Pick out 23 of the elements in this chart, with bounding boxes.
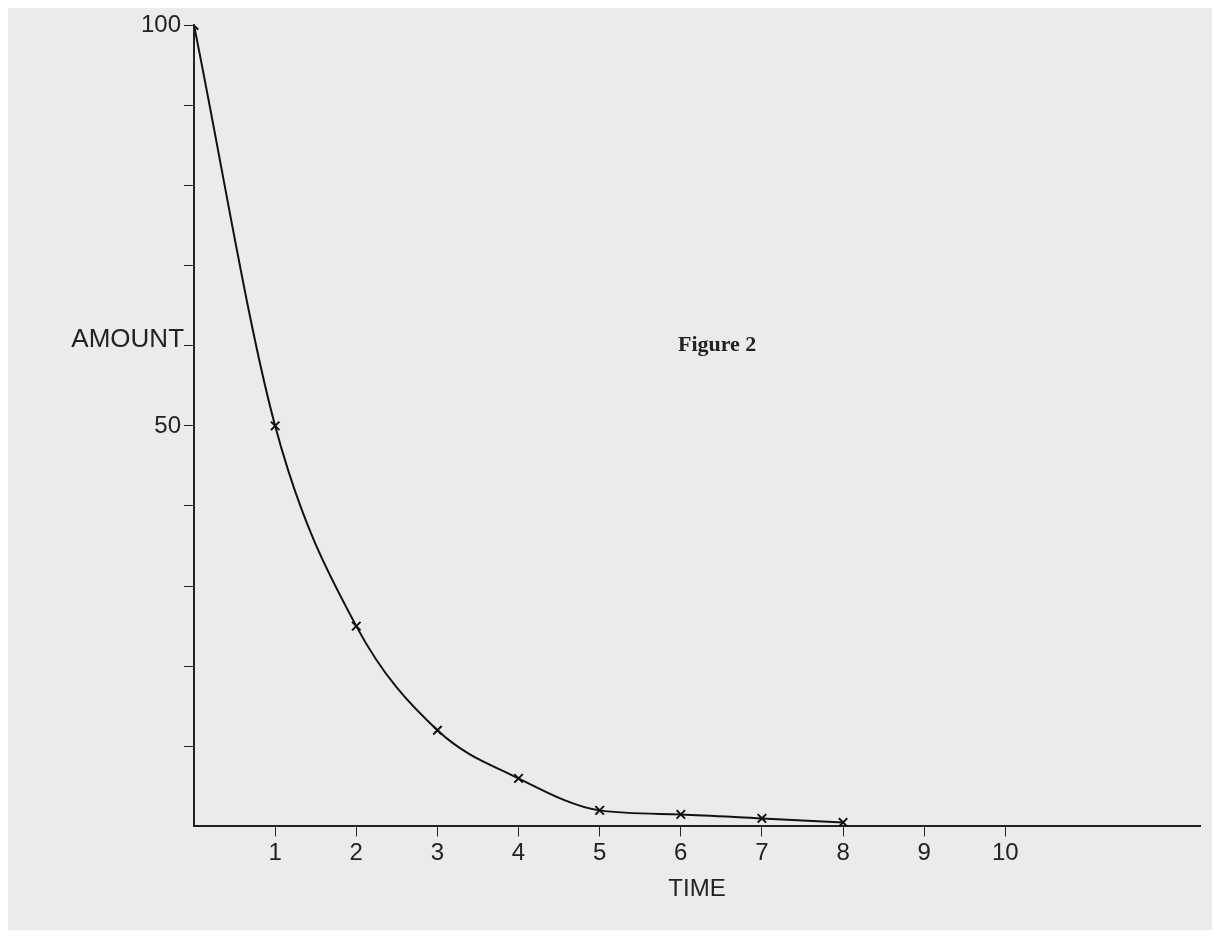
point bbox=[594, 805, 605, 816]
x-axis-title: TIME bbox=[668, 874, 726, 902]
point bbox=[513, 773, 524, 784]
point bbox=[675, 809, 687, 820]
x-tick-label: 8 bbox=[836, 838, 850, 866]
point bbox=[269, 420, 281, 432]
x-tick-label: 2 bbox=[349, 838, 363, 866]
point bbox=[432, 725, 443, 736]
y-axis-title: AMOUNT bbox=[71, 322, 185, 353]
point bbox=[756, 813, 768, 824]
x-tick-label: 4 bbox=[511, 838, 526, 866]
x-tick-label: 5 bbox=[592, 838, 607, 866]
x-tick-label: 1 bbox=[268, 838, 282, 866]
x-tick-label: 3 bbox=[430, 838, 445, 866]
annotation: Figure 2 bbox=[677, 331, 757, 357]
x-tick-label: 6 bbox=[674, 838, 688, 866]
point bbox=[837, 817, 849, 827]
x-tick-label: 9 bbox=[917, 838, 931, 866]
y-tick-label: 100 bbox=[141, 10, 182, 38]
point bbox=[351, 620, 362, 632]
y-tick-label: 50 bbox=[154, 410, 182, 438]
x-tick-label: 7 bbox=[755, 838, 769, 866]
x-tick-label: 10 bbox=[991, 838, 1019, 866]
